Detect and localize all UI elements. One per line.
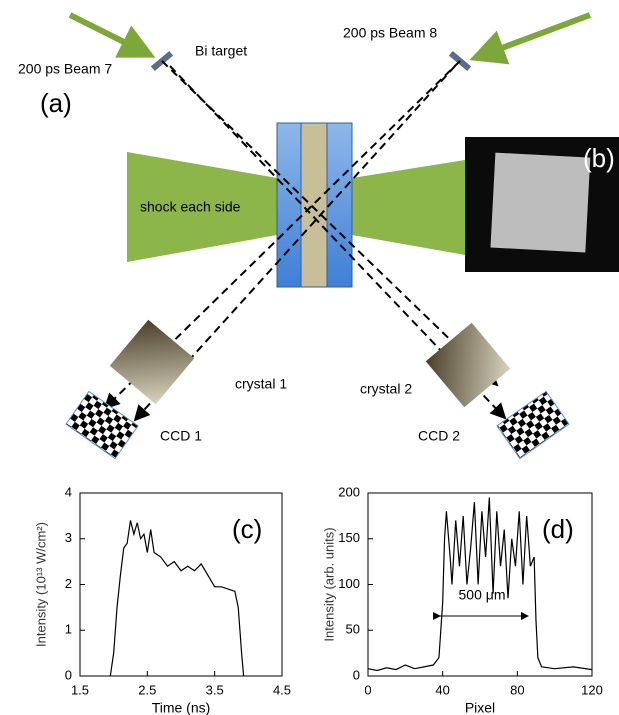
x-axis-label: Pixel bbox=[465, 700, 495, 715]
diagram: 200 ps Beam 7 Bi target 200 ps Beam 8 (a… bbox=[18, 15, 619, 459]
y-tick-label: 1 bbox=[65, 622, 72, 637]
x-tick-label: 80 bbox=[510, 682, 524, 697]
x-tick-label: 120 bbox=[581, 682, 603, 697]
panel-label: (b) bbox=[583, 143, 615, 173]
image-b-square bbox=[490, 153, 590, 253]
sample bbox=[301, 123, 327, 287]
crystal-2 bbox=[426, 323, 511, 408]
x-tick-label: 2.5 bbox=[138, 682, 156, 697]
y-tick-label: 0 bbox=[353, 667, 360, 682]
y-axis-label: Intensity (arb. units) bbox=[321, 527, 336, 641]
y-axis-label: Intensity (10¹³ W/cm²) bbox=[33, 522, 48, 647]
x-axis-label: Time (ns) bbox=[152, 700, 211, 715]
panel-label: (a) bbox=[40, 88, 72, 118]
beam-8 bbox=[475, 15, 590, 58]
beam-7 bbox=[70, 15, 150, 55]
shock-right bbox=[352, 160, 465, 255]
y-tick-label: 2 bbox=[65, 576, 72, 591]
y-tick-label: 100 bbox=[338, 576, 360, 591]
ccd-1 bbox=[66, 391, 138, 458]
ccd-2 bbox=[497, 391, 569, 458]
label: CCD 1 bbox=[160, 428, 202, 444]
panel-label: (d) bbox=[542, 514, 574, 544]
chart: 0 40 80 120 0 50 100 150 200 Pixel Intensity (arb.… bbox=[321, 484, 602, 715]
label: 200 ps Beam 7 bbox=[18, 61, 112, 77]
data-line bbox=[110, 520, 243, 676]
x-tick-label: 4.5 bbox=[273, 682, 291, 697]
y-tick-label: 4 bbox=[65, 484, 72, 499]
label: crystal 2 bbox=[360, 381, 412, 397]
page: {"diagram": {"beam_left": "200 ps Beam 7… bbox=[0, 0, 619, 715]
panel-label: (c) bbox=[232, 514, 262, 544]
label: CCD 2 bbox=[418, 428, 460, 444]
label: shock each side bbox=[140, 199, 241, 215]
x-tick-label: 40 bbox=[435, 682, 449, 697]
label: 200 ps Beam 8 bbox=[343, 25, 437, 41]
y-tick-label: 150 bbox=[338, 530, 360, 545]
x-tick-label: 3.5 bbox=[206, 682, 224, 697]
y-tick-label: 0 bbox=[65, 667, 72, 682]
y-tick-label: 3 bbox=[65, 530, 72, 545]
annotation: 500 μm bbox=[459, 587, 506, 603]
y-tick-label: 50 bbox=[346, 622, 360, 637]
figure: 200 ps Beam 7 Bi target 200 ps Beam 8 (a… bbox=[0, 0, 619, 715]
x-tick-label: 0 bbox=[364, 682, 371, 697]
label: crystal 1 bbox=[235, 376, 287, 392]
y-tick-label: 200 bbox=[338, 484, 360, 499]
x-tick-label: 1.5 bbox=[71, 682, 89, 697]
chart: 1.5 2.5 3.5 4.5 0 1 2 3 4 Time (ns) Intensity (10¹… bbox=[33, 484, 291, 715]
label: Bi target bbox=[195, 43, 247, 59]
